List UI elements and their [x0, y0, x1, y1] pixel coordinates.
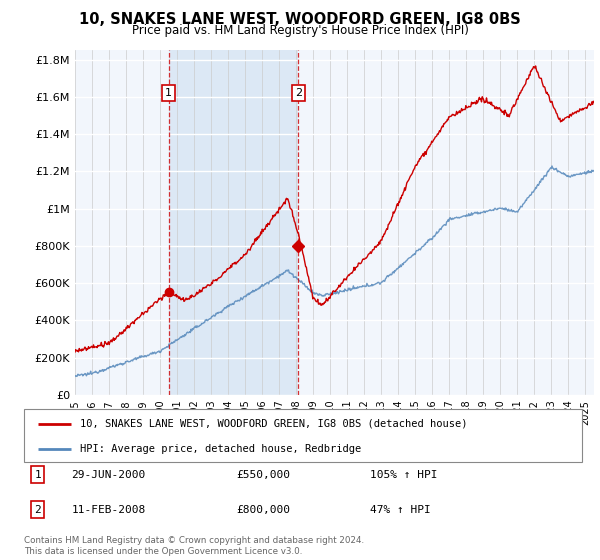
Text: HPI: Average price, detached house, Redbridge: HPI: Average price, detached house, Redb… [80, 444, 361, 454]
Text: 1: 1 [35, 470, 41, 479]
Text: £550,000: £550,000 [236, 470, 290, 479]
Text: 10, SNAKES LANE WEST, WOODFORD GREEN, IG8 0BS (detached house): 10, SNAKES LANE WEST, WOODFORD GREEN, IG… [80, 419, 467, 429]
Text: 29-JUN-2000: 29-JUN-2000 [71, 470, 146, 479]
FancyBboxPatch shape [24, 409, 582, 462]
Text: 11-FEB-2008: 11-FEB-2008 [71, 505, 146, 515]
Text: 2: 2 [295, 88, 302, 98]
Text: 10, SNAKES LANE WEST, WOODFORD GREEN, IG8 0BS: 10, SNAKES LANE WEST, WOODFORD GREEN, IG… [79, 12, 521, 27]
Text: 105% ↑ HPI: 105% ↑ HPI [370, 470, 437, 479]
Text: £800,000: £800,000 [236, 505, 290, 515]
Text: 47% ↑ HPI: 47% ↑ HPI [370, 505, 431, 515]
Text: Contains HM Land Registry data © Crown copyright and database right 2024.
This d: Contains HM Land Registry data © Crown c… [24, 536, 364, 556]
Text: 1: 1 [165, 88, 172, 98]
Text: Price paid vs. HM Land Registry's House Price Index (HPI): Price paid vs. HM Land Registry's House … [131, 24, 469, 36]
Bar [169, 50, 298, 395]
Text: 2: 2 [35, 505, 41, 515]
